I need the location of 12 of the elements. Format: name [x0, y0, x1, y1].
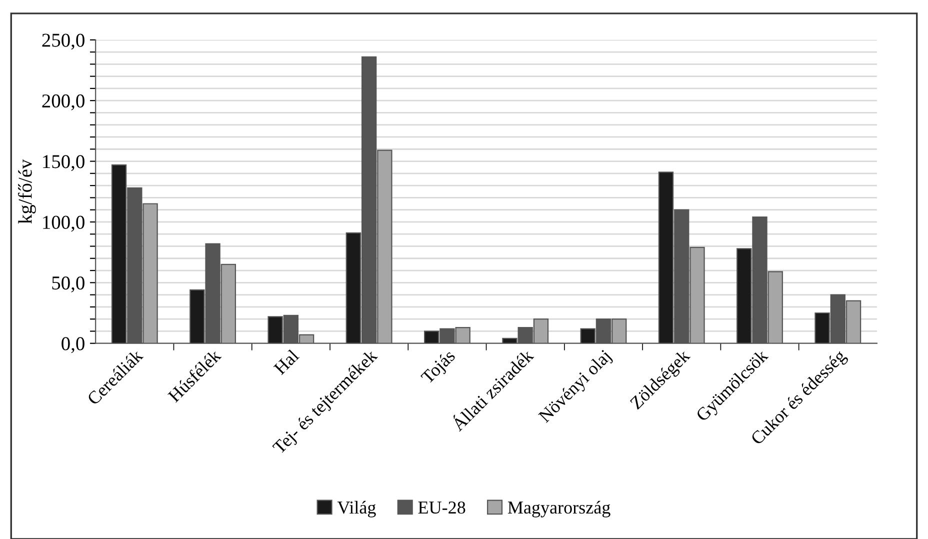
y-tick-label: 0,0 — [62, 337, 84, 354]
y-tick-label: 100,0 — [43, 216, 84, 232]
y-axis-title: kg/fő/év — [18, 159, 36, 224]
y-tick-label: 50,0 — [52, 276, 84, 292]
y-tick-label: 200,0 — [42, 94, 84, 110]
legend-label: Magyarország — [508, 500, 610, 518]
legend-label: Világ — [337, 500, 376, 518]
legend-label: EU-28 — [418, 501, 466, 514]
x-tick-label: Tojás — [420, 348, 458, 388]
y-tick-label: 250,0 — [42, 34, 84, 50]
y-tick-label: 150,0 — [43, 155, 84, 172]
x-tick-label: Hal — [272, 348, 300, 376]
